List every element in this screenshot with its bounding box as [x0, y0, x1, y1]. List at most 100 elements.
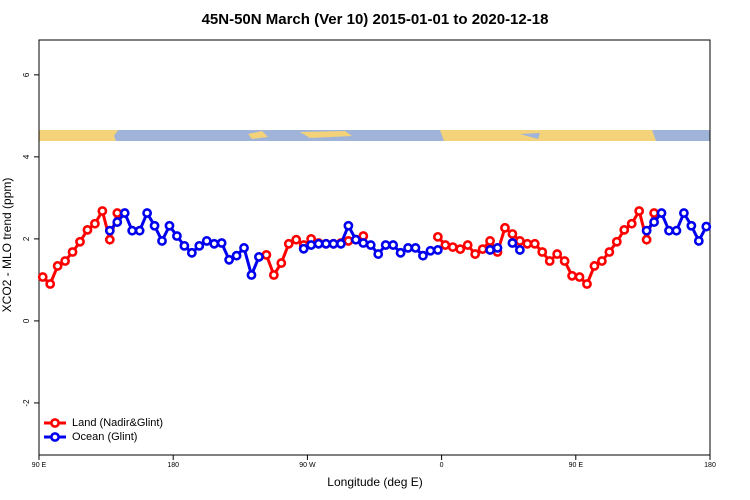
point — [90, 218, 100, 229]
point — [574, 272, 585, 282]
point — [380, 240, 391, 250]
point — [634, 206, 645, 216]
point — [492, 243, 503, 253]
point — [485, 245, 495, 255]
point — [679, 208, 689, 218]
point — [403, 243, 413, 253]
point — [537, 247, 548, 257]
point — [529, 238, 540, 249]
point — [119, 208, 130, 218]
point — [559, 256, 570, 266]
point — [328, 238, 339, 249]
point — [701, 221, 712, 232]
x-tick-label: 90 E — [569, 462, 584, 469]
point — [67, 247, 78, 257]
point — [552, 249, 563, 259]
point — [656, 208, 667, 218]
point — [37, 272, 48, 282]
point — [596, 256, 607, 266]
point — [507, 238, 518, 248]
y-tick-label: 2 — [22, 236, 31, 241]
point — [388, 240, 399, 250]
point — [224, 254, 235, 265]
point — [671, 225, 682, 236]
point — [216, 238, 227, 248]
point — [455, 244, 466, 255]
point — [313, 238, 324, 249]
x-tick-label: 90 E — [32, 462, 47, 469]
point — [343, 236, 354, 246]
point — [112, 217, 123, 227]
point — [477, 244, 488, 255]
point — [254, 252, 264, 262]
point — [582, 279, 592, 289]
point — [283, 238, 294, 249]
point — [410, 243, 421, 253]
legend-marker — [50, 432, 60, 442]
point — [97, 206, 108, 216]
point — [239, 243, 249, 253]
x-tick-label: 180 — [704, 462, 716, 469]
point — [142, 208, 153, 218]
x-tick-label: 90 W — [299, 462, 316, 469]
point — [514, 236, 525, 246]
point — [619, 224, 630, 235]
point — [291, 234, 302, 245]
point — [261, 249, 272, 260]
point — [567, 270, 577, 281]
point — [268, 270, 279, 280]
y-tick-label: -2 — [22, 399, 31, 407]
point — [440, 240, 451, 250]
point — [246, 270, 257, 280]
point — [179, 240, 190, 251]
point — [447, 242, 458, 252]
x-axis-label: Longitude (deg E) — [327, 475, 422, 489]
point — [686, 220, 697, 231]
point — [425, 245, 436, 256]
point — [626, 218, 637, 229]
point — [365, 240, 376, 250]
point — [350, 234, 361, 245]
point — [45, 279, 56, 289]
point — [693, 236, 704, 246]
chart-title: 45N-50N March (Ver 10) 2015-01-01 to 202… — [202, 11, 549, 28]
y-tick-label: 6 — [22, 72, 31, 77]
point — [664, 225, 674, 236]
point — [522, 238, 533, 249]
point — [462, 240, 473, 250]
point — [172, 231, 182, 241]
point — [276, 258, 287, 268]
legend-label: Land (Nadir&Glint) — [72, 417, 163, 429]
point — [321, 238, 331, 249]
point — [589, 261, 600, 271]
legend-marker — [50, 418, 60, 428]
point — [112, 208, 123, 218]
map-strip — [39, 130, 710, 141]
x-tick-label: 0 — [440, 462, 444, 469]
point — [641, 234, 652, 245]
point — [432, 231, 443, 242]
y-tick-label: 0 — [22, 318, 31, 323]
point — [194, 240, 205, 251]
point — [52, 261, 63, 271]
point — [514, 245, 525, 255]
legend-label: Ocean (Glint) — [72, 431, 137, 443]
point — [75, 236, 85, 247]
point — [209, 238, 220, 249]
point — [358, 238, 369, 248]
point — [470, 249, 481, 259]
point — [507, 229, 518, 239]
point — [395, 247, 406, 258]
point — [231, 250, 242, 261]
y-axis-label: XCO2 - MLO trend (ppm) — [0, 178, 14, 313]
point — [306, 240, 317, 250]
point — [373, 249, 384, 259]
point — [60, 256, 70, 266]
point — [611, 236, 622, 247]
point — [127, 225, 138, 236]
x-tick-label: 180 — [167, 462, 179, 469]
point — [164, 220, 175, 231]
y-tick-label: 4 — [22, 154, 31, 159]
point — [134, 225, 145, 236]
